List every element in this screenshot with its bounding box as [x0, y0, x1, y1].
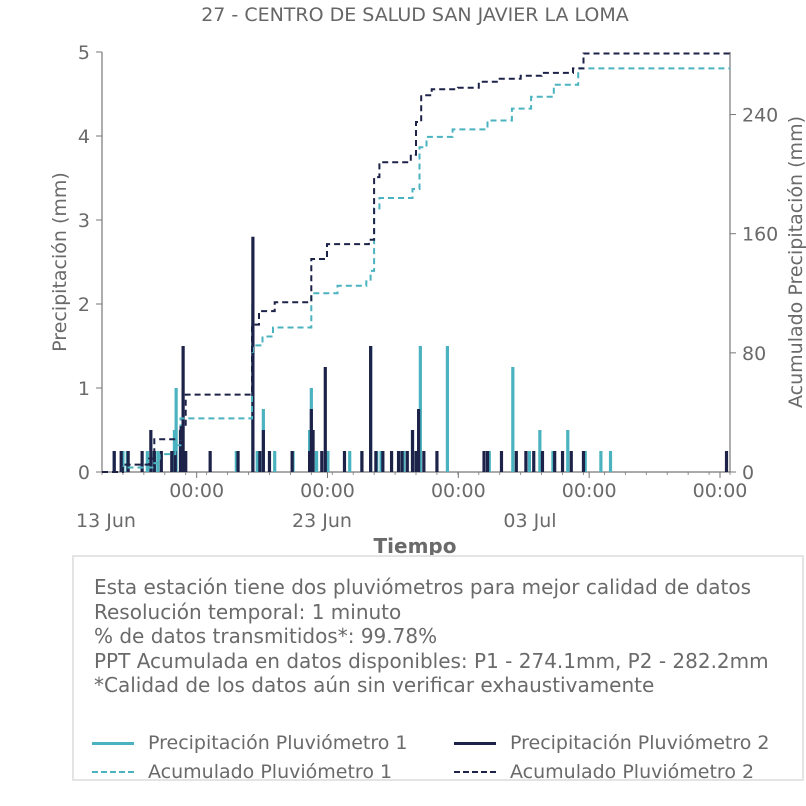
legend-item-precip-p1: Precipitación Pluviómetro 1	[92, 730, 408, 756]
y-right-tick-label: 160	[742, 224, 778, 246]
y-left-tick-label: 3	[78, 210, 90, 232]
y-right-tick-label: 0	[742, 462, 754, 484]
info-line-accumulated: PPT Acumulada en datos disponibles: P1 -…	[94, 648, 769, 673]
y-left-tick-label: 5	[78, 42, 90, 64]
chart-title: 27 - CENTRO DE SALUD SAN JAVIER LA LOMA	[201, 4, 629, 26]
series-precip-p1	[112, 304, 613, 472]
y-axis-left-label: Precipitación (mm)	[49, 172, 71, 352]
info-line-resolution: Resolución temporal: 1 minuto	[94, 599, 402, 624]
x-tick-label: 00:00	[431, 480, 486, 502]
x-date-label: 03 Jul	[503, 510, 556, 532]
legend-swatch-precip-p1	[92, 741, 134, 745]
info-line-stations: Esta estación tiene dos pluviómetros par…	[94, 575, 752, 599]
y-left-tick-label: 2	[78, 294, 90, 316]
legend-swatch-accum-p1	[92, 771, 134, 773]
legend-label-precip-p1: Precipitación Pluviómetro 1	[148, 732, 408, 754]
legend-label-accum-p2: Acumulado Pluviómetro 2	[510, 761, 755, 783]
legend-item-precip-p2: Precipitación Pluviómetro 2	[454, 730, 770, 756]
y-left-tick-label: 0	[78, 462, 90, 484]
x-tick-label: 00:00	[300, 480, 355, 502]
x-axis-label: Tiempo	[374, 534, 457, 558]
x-tick-label: 00:00	[562, 480, 617, 502]
y-right-tick-label: 80	[742, 343, 766, 365]
legend-item-accum-p1: Acumulado Pluviómetro 1	[92, 759, 392, 785]
legend-label-accum-p1: Acumulado Pluviómetro 1	[148, 761, 393, 783]
x-tick-label: 00:00	[169, 480, 224, 502]
y-axis-right-label: Acumulado Precipitación (mm)	[785, 116, 806, 408]
rainfall-chart: 27 - CENTRO DE SALUD SAN JAVIER LA LOMA …	[49, 4, 806, 558]
info-box: Esta estación tiene dos pluviómetros par…	[72, 555, 804, 783]
legend-label-precip-p2: Precipitación Pluviómetro 2	[510, 732, 770, 754]
series-accum-p2	[102, 52, 730, 473]
legend-item-accum-p2: Acumulado Pluviómetro 2	[454, 759, 754, 785]
x-date-label: 13 Jun	[76, 510, 136, 532]
x-date-label: 23 Jun	[292, 510, 352, 532]
info-line-quality-note: *Calidad de los datos aún sin verificar …	[94, 673, 655, 697]
x-tick-label: 00:00	[693, 480, 748, 502]
y-left-tick-label: 4	[78, 126, 90, 148]
legend-swatch-accum-p2	[454, 771, 496, 773]
y-left-tick-label: 1	[78, 378, 90, 400]
series-accum-p1	[102, 67, 730, 473]
legend-swatch-precip-p2	[454, 741, 496, 745]
y-right-tick-label: 240	[742, 105, 778, 127]
station-info: Esta estación tiene dos pluviómetros par…	[94, 575, 769, 698]
info-line-transmitted: % de datos transmitidos*: 99.78%	[94, 624, 438, 648]
